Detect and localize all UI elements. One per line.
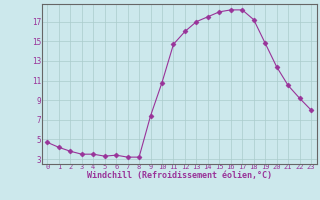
X-axis label: Windchill (Refroidissement éolien,°C): Windchill (Refroidissement éolien,°C) xyxy=(87,171,272,180)
